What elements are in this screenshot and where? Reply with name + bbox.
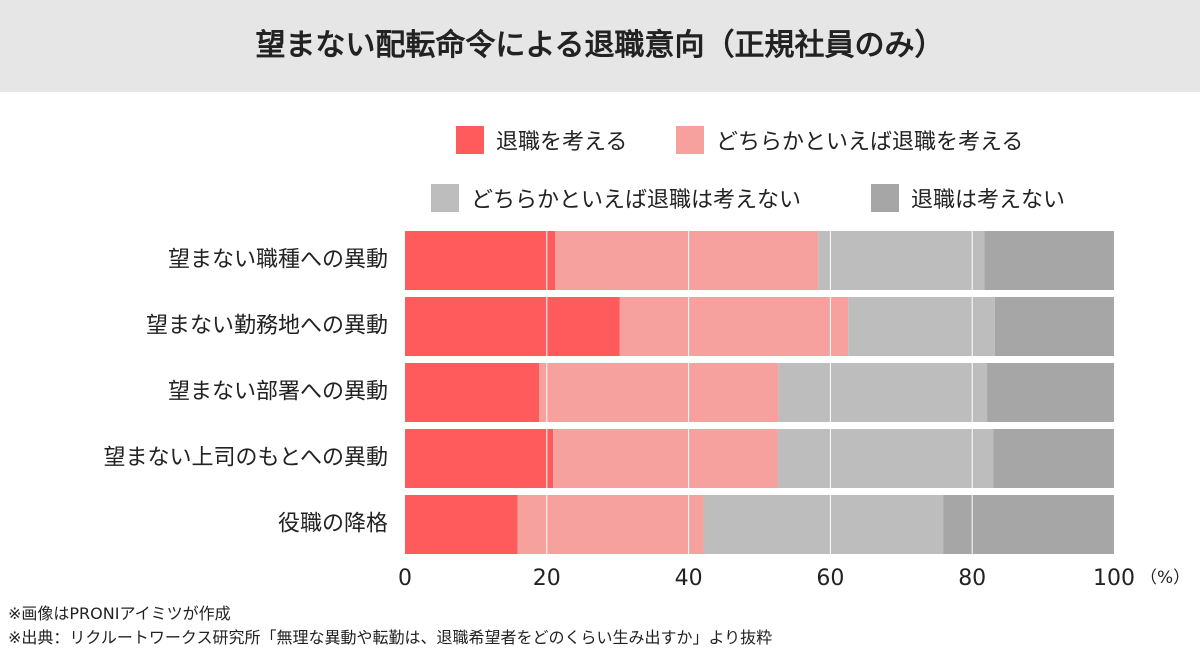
legend-label-series-4: 退職は考えない bbox=[911, 188, 1066, 213]
legend-swatch-series-2 bbox=[676, 126, 704, 154]
bar-row2-series3 bbox=[848, 297, 995, 356]
bar-row4-series3 bbox=[777, 429, 994, 488]
bar-row1-series1 bbox=[405, 231, 556, 290]
legend-swatch-series-3 bbox=[431, 184, 459, 212]
legend-label-series-1: 退職を考える bbox=[496, 130, 628, 155]
bar-row4-series2 bbox=[553, 429, 778, 488]
bar-row1-series3 bbox=[818, 231, 985, 290]
footnote-source-citation: ※出典：リクルートワークス研究所「無理な異動や転勤は、退職希望者をどのくらい生み… bbox=[8, 628, 773, 647]
category-label: 望まない上司のもとへの異動 bbox=[104, 446, 388, 471]
x-tick-label: 60 bbox=[816, 566, 844, 591]
category-label: 望まない勤務地への異動 bbox=[146, 314, 388, 339]
legend-item-series-1: 退職を考える bbox=[456, 123, 627, 157]
bar-row3-series4 bbox=[987, 363, 1114, 422]
bar-row3-series1 bbox=[405, 363, 540, 422]
bar-row2-series2 bbox=[619, 297, 849, 356]
x-unit-label: （%） bbox=[1140, 568, 1190, 588]
x-tick-label: 20 bbox=[533, 566, 561, 591]
bar-row5-series4 bbox=[943, 495, 1114, 554]
legend-item-series-2: どちらかといえば退職を考える bbox=[676, 123, 1023, 157]
legend-swatch-series-4 bbox=[871, 184, 899, 212]
footnote-source-image: ※画像はPRONIアイミツが作成 bbox=[8, 604, 231, 623]
x-tick-label: 40 bbox=[675, 566, 703, 591]
bar-row1-series2 bbox=[555, 231, 819, 290]
legend-label-series-2: どちらかといえば退職を考える bbox=[716, 130, 1024, 155]
category-label: 望まない部署への異動 bbox=[168, 380, 388, 405]
legend-item-series-4: 退職は考えない bbox=[871, 181, 1065, 215]
bar-row5-series2 bbox=[517, 495, 704, 554]
category-label: 役職の降格 bbox=[278, 512, 388, 537]
bar-row2-series4 bbox=[994, 297, 1114, 356]
bar-row1-series4 bbox=[984, 231, 1114, 290]
title-bar bbox=[0, 0, 1200, 92]
bar-row5-series1 bbox=[405, 495, 518, 554]
bar-row2-series1 bbox=[405, 297, 620, 356]
category-label: 望まない職種への異動 bbox=[168, 248, 388, 273]
bar-row4-series1 bbox=[405, 429, 554, 488]
x-tick-label: 80 bbox=[958, 566, 986, 591]
bar-row3-series3 bbox=[778, 363, 988, 422]
chart-title: 望まない配転命令による退職意向（正規社員のみ） bbox=[255, 28, 945, 63]
legend-swatch-series-1 bbox=[456, 126, 484, 154]
legend-item-series-3: どちらかといえば退職は考えない bbox=[431, 181, 801, 215]
x-tick-label: 0 bbox=[398, 566, 412, 591]
bar-row4-series4 bbox=[993, 429, 1114, 488]
bar-row5-series3 bbox=[703, 495, 944, 554]
legend-label-series-3: どちらかといえば退職は考えない bbox=[471, 188, 802, 213]
bar-row3-series2 bbox=[539, 363, 779, 422]
x-tick-label: 100 bbox=[1093, 566, 1135, 591]
